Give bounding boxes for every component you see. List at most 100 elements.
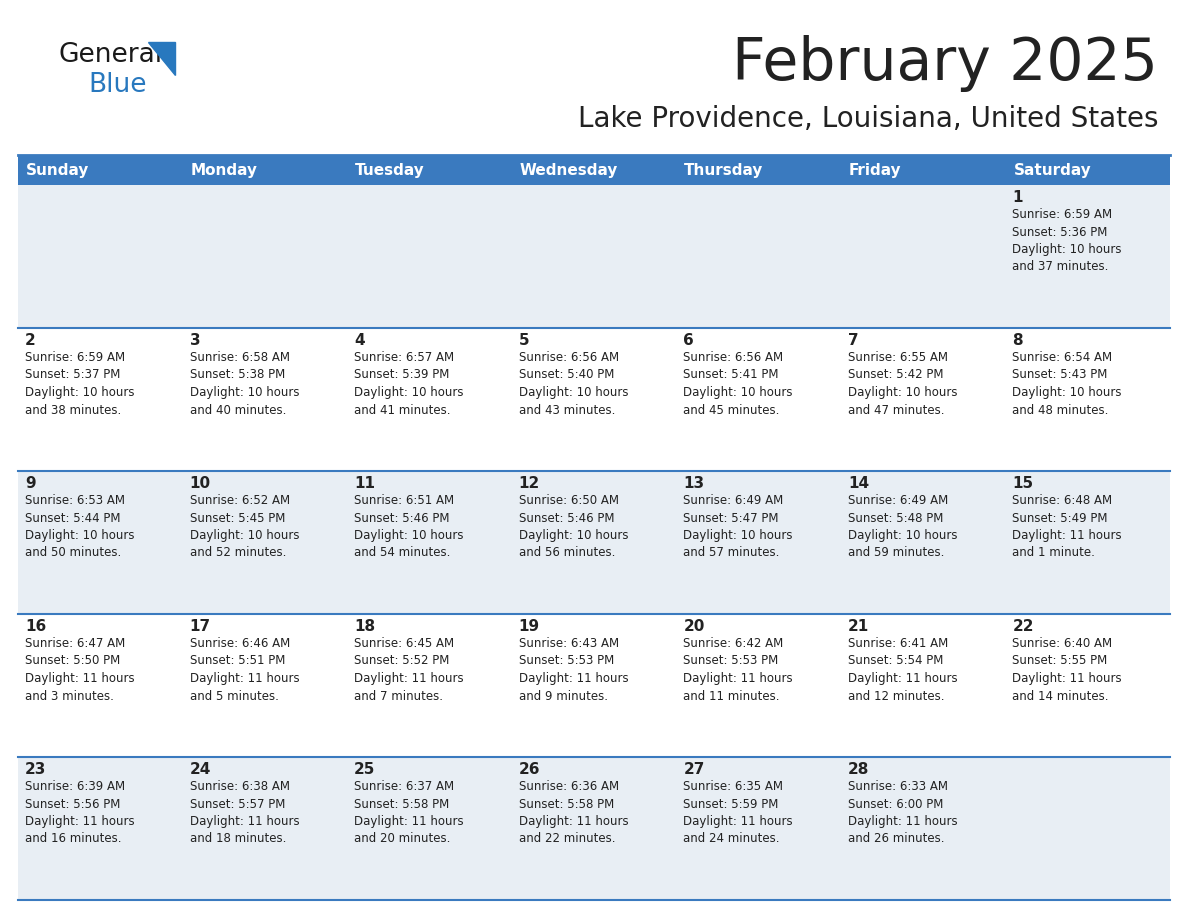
Text: Sunrise: 6:37 AM
Sunset: 5:58 PM
Daylight: 11 hours
and 20 minutes.: Sunrise: 6:37 AM Sunset: 5:58 PM Dayligh… bbox=[354, 780, 463, 845]
Bar bbox=[841, 185, 1005, 328]
Text: Blue: Blue bbox=[88, 72, 146, 98]
Bar bbox=[18, 471, 183, 614]
Text: Sunrise: 6:58 AM
Sunset: 5:38 PM
Daylight: 10 hours
and 40 minutes.: Sunrise: 6:58 AM Sunset: 5:38 PM Dayligh… bbox=[190, 351, 299, 417]
Bar bbox=[676, 614, 841, 757]
Bar bbox=[183, 155, 347, 185]
Text: Sunrise: 6:46 AM
Sunset: 5:51 PM
Daylight: 11 hours
and 5 minutes.: Sunrise: 6:46 AM Sunset: 5:51 PM Dayligh… bbox=[190, 637, 299, 702]
Bar bbox=[512, 185, 676, 328]
Bar bbox=[183, 185, 347, 328]
Text: Sunrise: 6:36 AM
Sunset: 5:58 PM
Daylight: 11 hours
and 22 minutes.: Sunrise: 6:36 AM Sunset: 5:58 PM Dayligh… bbox=[519, 780, 628, 845]
Text: Sunday: Sunday bbox=[26, 162, 89, 177]
Text: 9: 9 bbox=[25, 476, 36, 491]
Bar bbox=[676, 155, 841, 185]
Bar bbox=[183, 757, 347, 900]
Text: Sunrise: 6:33 AM
Sunset: 6:00 PM
Daylight: 11 hours
and 26 minutes.: Sunrise: 6:33 AM Sunset: 6:00 PM Dayligh… bbox=[848, 780, 958, 845]
Text: Sunrise: 6:39 AM
Sunset: 5:56 PM
Daylight: 11 hours
and 16 minutes.: Sunrise: 6:39 AM Sunset: 5:56 PM Dayligh… bbox=[25, 780, 134, 845]
Bar bbox=[18, 757, 183, 900]
Bar bbox=[1005, 757, 1170, 900]
Text: Sunrise: 6:38 AM
Sunset: 5:57 PM
Daylight: 11 hours
and 18 minutes.: Sunrise: 6:38 AM Sunset: 5:57 PM Dayligh… bbox=[190, 780, 299, 845]
Bar bbox=[841, 155, 1005, 185]
Bar bbox=[347, 471, 512, 614]
Text: 17: 17 bbox=[190, 619, 210, 634]
Bar bbox=[676, 471, 841, 614]
Bar bbox=[18, 328, 183, 471]
Text: 10: 10 bbox=[190, 476, 210, 491]
Bar bbox=[183, 471, 347, 614]
Bar bbox=[347, 185, 512, 328]
Text: Sunrise: 6:52 AM
Sunset: 5:45 PM
Daylight: 10 hours
and 52 minutes.: Sunrise: 6:52 AM Sunset: 5:45 PM Dayligh… bbox=[190, 494, 299, 559]
Bar bbox=[18, 614, 183, 757]
Text: Monday: Monday bbox=[190, 162, 258, 177]
Polygon shape bbox=[148, 42, 175, 75]
Text: Sunrise: 6:45 AM
Sunset: 5:52 PM
Daylight: 11 hours
and 7 minutes.: Sunrise: 6:45 AM Sunset: 5:52 PM Dayligh… bbox=[354, 637, 463, 702]
Text: 27: 27 bbox=[683, 762, 704, 777]
Text: 25: 25 bbox=[354, 762, 375, 777]
Bar bbox=[512, 757, 676, 900]
Bar bbox=[676, 757, 841, 900]
Bar bbox=[347, 614, 512, 757]
Bar bbox=[1005, 155, 1170, 185]
Text: 28: 28 bbox=[848, 762, 870, 777]
Text: Sunrise: 6:47 AM
Sunset: 5:50 PM
Daylight: 11 hours
and 3 minutes.: Sunrise: 6:47 AM Sunset: 5:50 PM Dayligh… bbox=[25, 637, 134, 702]
Bar bbox=[1005, 471, 1170, 614]
Text: Sunrise: 6:51 AM
Sunset: 5:46 PM
Daylight: 10 hours
and 54 minutes.: Sunrise: 6:51 AM Sunset: 5:46 PM Dayligh… bbox=[354, 494, 463, 559]
Text: Sunrise: 6:40 AM
Sunset: 5:55 PM
Daylight: 11 hours
and 14 minutes.: Sunrise: 6:40 AM Sunset: 5:55 PM Dayligh… bbox=[1012, 637, 1121, 702]
Bar bbox=[183, 328, 347, 471]
Text: Sunrise: 6:42 AM
Sunset: 5:53 PM
Daylight: 11 hours
and 11 minutes.: Sunrise: 6:42 AM Sunset: 5:53 PM Dayligh… bbox=[683, 637, 792, 702]
Text: Sunrise: 6:56 AM
Sunset: 5:41 PM
Daylight: 10 hours
and 45 minutes.: Sunrise: 6:56 AM Sunset: 5:41 PM Dayligh… bbox=[683, 351, 792, 417]
Bar bbox=[512, 328, 676, 471]
Bar bbox=[18, 185, 183, 328]
Bar bbox=[18, 155, 183, 185]
Text: February 2025: February 2025 bbox=[732, 35, 1158, 92]
Text: Wednesday: Wednesday bbox=[519, 162, 618, 177]
Bar bbox=[1005, 614, 1170, 757]
Text: 3: 3 bbox=[190, 333, 201, 348]
Text: Sunrise: 6:50 AM
Sunset: 5:46 PM
Daylight: 10 hours
and 56 minutes.: Sunrise: 6:50 AM Sunset: 5:46 PM Dayligh… bbox=[519, 494, 628, 559]
Text: Sunrise: 6:59 AM
Sunset: 5:37 PM
Daylight: 10 hours
and 38 minutes.: Sunrise: 6:59 AM Sunset: 5:37 PM Dayligh… bbox=[25, 351, 134, 417]
Text: 14: 14 bbox=[848, 476, 868, 491]
Text: Sunrise: 6:49 AM
Sunset: 5:48 PM
Daylight: 10 hours
and 59 minutes.: Sunrise: 6:49 AM Sunset: 5:48 PM Dayligh… bbox=[848, 494, 958, 559]
Bar bbox=[676, 185, 841, 328]
Text: Thursday: Thursday bbox=[684, 162, 764, 177]
Text: Lake Providence, Louisiana, United States: Lake Providence, Louisiana, United State… bbox=[577, 105, 1158, 133]
Text: 6: 6 bbox=[683, 333, 694, 348]
Text: 18: 18 bbox=[354, 619, 375, 634]
Text: 19: 19 bbox=[519, 619, 539, 634]
Bar bbox=[841, 757, 1005, 900]
Text: 24: 24 bbox=[190, 762, 211, 777]
Text: 12: 12 bbox=[519, 476, 541, 491]
Text: 26: 26 bbox=[519, 762, 541, 777]
Text: Sunrise: 6:35 AM
Sunset: 5:59 PM
Daylight: 11 hours
and 24 minutes.: Sunrise: 6:35 AM Sunset: 5:59 PM Dayligh… bbox=[683, 780, 792, 845]
Bar bbox=[347, 155, 512, 185]
Text: 8: 8 bbox=[1012, 333, 1023, 348]
Text: 15: 15 bbox=[1012, 476, 1034, 491]
Bar bbox=[1005, 185, 1170, 328]
Bar bbox=[512, 155, 676, 185]
Text: General: General bbox=[58, 42, 162, 68]
Text: Friday: Friday bbox=[849, 162, 902, 177]
Text: Sunrise: 6:43 AM
Sunset: 5:53 PM
Daylight: 11 hours
and 9 minutes.: Sunrise: 6:43 AM Sunset: 5:53 PM Dayligh… bbox=[519, 637, 628, 702]
Text: 20: 20 bbox=[683, 619, 704, 634]
Bar bbox=[347, 328, 512, 471]
Text: Sunrise: 6:41 AM
Sunset: 5:54 PM
Daylight: 11 hours
and 12 minutes.: Sunrise: 6:41 AM Sunset: 5:54 PM Dayligh… bbox=[848, 637, 958, 702]
Bar bbox=[1005, 328, 1170, 471]
Text: Sunrise: 6:57 AM
Sunset: 5:39 PM
Daylight: 10 hours
and 41 minutes.: Sunrise: 6:57 AM Sunset: 5:39 PM Dayligh… bbox=[354, 351, 463, 417]
Text: Sunrise: 6:55 AM
Sunset: 5:42 PM
Daylight: 10 hours
and 47 minutes.: Sunrise: 6:55 AM Sunset: 5:42 PM Dayligh… bbox=[848, 351, 958, 417]
Bar bbox=[676, 328, 841, 471]
Text: Sunrise: 6:53 AM
Sunset: 5:44 PM
Daylight: 10 hours
and 50 minutes.: Sunrise: 6:53 AM Sunset: 5:44 PM Dayligh… bbox=[25, 494, 134, 559]
Text: Saturday: Saturday bbox=[1013, 162, 1092, 177]
Text: Sunrise: 6:59 AM
Sunset: 5:36 PM
Daylight: 10 hours
and 37 minutes.: Sunrise: 6:59 AM Sunset: 5:36 PM Dayligh… bbox=[1012, 208, 1121, 274]
Text: 5: 5 bbox=[519, 333, 530, 348]
Text: Tuesday: Tuesday bbox=[355, 162, 425, 177]
Bar bbox=[841, 614, 1005, 757]
Text: 2: 2 bbox=[25, 333, 36, 348]
Text: 23: 23 bbox=[25, 762, 46, 777]
Text: 21: 21 bbox=[848, 619, 870, 634]
Bar bbox=[347, 757, 512, 900]
Bar bbox=[512, 471, 676, 614]
Bar bbox=[183, 614, 347, 757]
Text: 1: 1 bbox=[1012, 190, 1023, 205]
Text: Sunrise: 6:49 AM
Sunset: 5:47 PM
Daylight: 10 hours
and 57 minutes.: Sunrise: 6:49 AM Sunset: 5:47 PM Dayligh… bbox=[683, 494, 792, 559]
Text: 16: 16 bbox=[25, 619, 46, 634]
Bar bbox=[841, 471, 1005, 614]
